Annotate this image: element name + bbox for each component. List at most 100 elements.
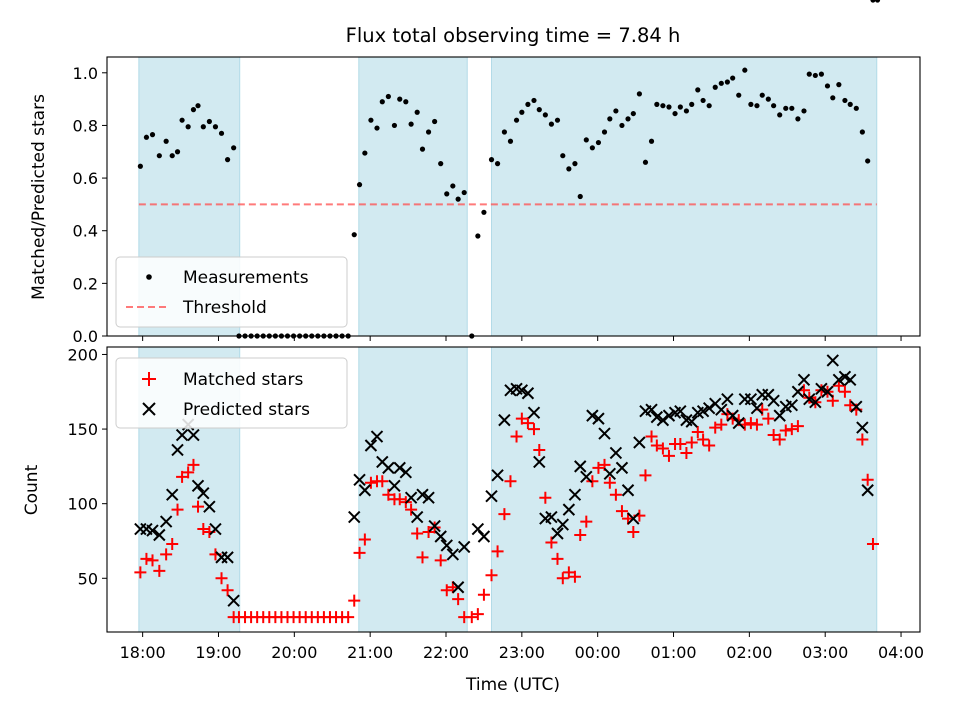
predicted-star-point <box>568 488 582 501</box>
predicted-star-point <box>428 519 441 533</box>
predicted-star-point <box>159 515 173 528</box>
matched-star-point <box>838 385 851 398</box>
y-tick-label: 1.0 <box>73 64 98 83</box>
measurement-point <box>475 233 481 239</box>
x-tick-label: 01:00 <box>650 643 696 662</box>
predicted-star-point <box>358 484 372 497</box>
matched-star-point <box>580 515 593 528</box>
measurement-point <box>801 108 807 114</box>
matched-star-point <box>521 417 534 430</box>
predicted-star-point <box>609 446 623 460</box>
predicted-star-point <box>404 491 418 504</box>
measurement-point <box>179 117 185 123</box>
predicted-star-point <box>767 394 780 407</box>
predicted-star-point <box>662 409 676 422</box>
measurement-point <box>789 105 795 111</box>
matched-star-point <box>491 545 504 558</box>
observing-window-2 <box>358 347 468 632</box>
observing-window-2 <box>358 57 468 336</box>
measurement-point <box>218 130 225 136</box>
matched-star-point <box>171 503 184 516</box>
x-tick-label: 22:00 <box>423 643 469 662</box>
matched-star-point <box>586 475 599 488</box>
predicted-star-point <box>721 393 734 406</box>
bottom-y-ticks: 50 100 150 200 <box>67 345 107 588</box>
matched-star-point <box>182 466 195 479</box>
predicted-star-point <box>603 467 617 481</box>
predicted-star-point <box>645 403 658 416</box>
measurement-point <box>865 158 871 164</box>
y-tick-label: 0.2 <box>73 274 98 293</box>
top-axes-frame <box>106 56 921 337</box>
measurement-point <box>351 232 357 238</box>
predicted-star-point <box>498 413 511 427</box>
measurement-point <box>836 82 842 88</box>
measurement-point <box>149 132 156 138</box>
measurement-point <box>660 103 666 109</box>
legend-label-measurements: Measurements <box>183 268 309 288</box>
predicted-star-point <box>527 406 541 419</box>
measurement-point <box>481 209 487 215</box>
measurement-point <box>200 124 206 130</box>
matched-star-point <box>627 526 640 539</box>
measurement-point <box>531 97 537 104</box>
predicted-star-point <box>166 488 179 501</box>
matched-star-point <box>832 379 845 392</box>
matched-star-point <box>434 554 447 567</box>
measurement-point <box>706 103 712 109</box>
predicted-star-point <box>702 401 716 415</box>
predicted-star-point <box>348 510 361 524</box>
predicted-star-point <box>732 416 745 430</box>
measurement-point <box>648 138 655 144</box>
predicted-star-point <box>627 512 640 525</box>
measurement-point <box>163 138 169 144</box>
measurement-point <box>754 103 760 109</box>
matched-star-point <box>767 429 780 442</box>
measurement-point <box>143 134 150 140</box>
predicted-star-point <box>580 470 593 484</box>
matched-star-point <box>527 423 540 436</box>
matched-star-point <box>364 476 377 489</box>
predicted-star-point <box>685 415 698 428</box>
matched-star-point <box>861 473 874 486</box>
y-tick-label: 0.8 <box>73 116 98 135</box>
measurement-point <box>190 107 197 113</box>
x-axis-label: Time (UTC) <box>465 675 560 695</box>
matched-star-point <box>393 493 406 506</box>
matched-star-point <box>215 572 228 585</box>
measurement-point <box>455 196 461 202</box>
predicted-star-point <box>832 373 846 387</box>
measurement-point <box>577 193 583 200</box>
predicted-star-point <box>715 403 728 416</box>
matched-star-point <box>545 536 558 549</box>
measurement-point <box>185 124 191 130</box>
measurement-point <box>642 159 649 165</box>
predicted-star-point <box>621 484 635 497</box>
measurement-point <box>488 157 495 163</box>
measurement-point <box>362 150 368 156</box>
matched-star-point <box>533 443 546 456</box>
matched-star-point <box>510 430 523 443</box>
measurement-point <box>566 166 572 172</box>
measurement-point <box>231 145 237 151</box>
measurement-point <box>595 139 602 146</box>
measurement-point <box>636 91 642 97</box>
predicted-star-point <box>457 540 471 554</box>
matched-star-point <box>639 469 652 482</box>
matched-star-point <box>691 426 704 439</box>
measurement-point <box>554 117 561 123</box>
predicted-star-point <box>598 427 611 440</box>
measurement-point <box>683 108 690 114</box>
x-tick-label: 19:00 <box>195 643 241 662</box>
bottom-panel: 18:00 19:00 20:00 21:00 22:00 23:00 00:00 01:00… <box>22 345 924 662</box>
predicted-star-point <box>221 551 234 564</box>
predicted-star-point <box>545 510 558 524</box>
matched-star-point <box>160 548 173 561</box>
matched-star-point <box>465 611 478 624</box>
measurement-point <box>438 160 444 167</box>
measurement-point <box>666 104 672 110</box>
matched-star-point <box>603 476 616 489</box>
matched-star-point <box>556 572 569 585</box>
matched-star-point <box>187 458 200 471</box>
